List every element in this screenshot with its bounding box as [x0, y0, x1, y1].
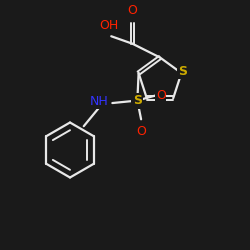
Text: OH: OH: [99, 20, 118, 32]
Text: NH: NH: [90, 95, 108, 108]
Text: O: O: [136, 125, 146, 138]
Text: S: S: [178, 65, 188, 78]
Text: O: O: [128, 4, 138, 17]
Text: S: S: [133, 94, 142, 107]
Text: O: O: [156, 89, 166, 102]
